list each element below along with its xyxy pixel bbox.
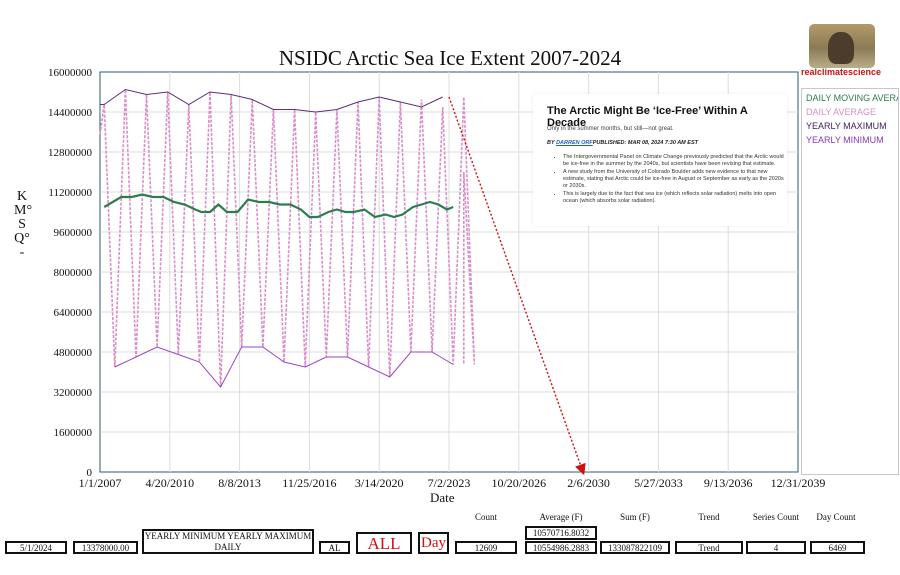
- x-tick-label: 3/14/2020: [355, 476, 404, 490]
- article-published: PUBLISHED: MAR 08, 2024 7:30 AM EST: [592, 140, 698, 146]
- yearly-maximum-line: [100, 88, 443, 113]
- dog-photo-icon: [828, 32, 854, 64]
- x-tick-label: 10/20/2026: [491, 476, 546, 490]
- average-value: 10554986.2883: [525, 541, 597, 554]
- legend-item-daily-average: DAILY AVERAGE: [806, 107, 877, 117]
- y-tick-label: 6400000: [54, 307, 93, 319]
- date-field[interactable]: 5/1/2024: [5, 541, 67, 554]
- y-axis-label: KM°SQ°-: [14, 189, 33, 260]
- article-bullet: A new study from the University of Color…: [563, 169, 787, 190]
- x-tick-label: 4/20/2010: [145, 476, 194, 490]
- y-tick-label: 4800000: [54, 347, 93, 359]
- sum-value: 133087822109: [600, 541, 670, 554]
- legend: DAILY MOVING AVERAGE DAILY AVERAGE YEARL…: [801, 88, 899, 475]
- average-top-value: 10570716.8032: [525, 526, 597, 540]
- series-count-header: Series Count: [752, 512, 800, 522]
- trend-header: Trend: [698, 512, 720, 522]
- series-layer: [99, 88, 586, 476]
- y-tick-label: 1600000: [54, 427, 93, 439]
- y-tick-label: 8000000: [54, 267, 93, 279]
- value-field[interactable]: 13378000.00: [73, 541, 138, 554]
- series-count-value: 4: [746, 541, 806, 554]
- moving-average-line: [103, 193, 454, 219]
- x-tick-label: 2/6/2030: [567, 476, 610, 490]
- x-tick-label: 9/13/2036: [704, 476, 753, 490]
- all-button[interactable]: ALL: [356, 532, 412, 554]
- article-bullet: The Intergovernmental Panel on Climate C…: [563, 154, 787, 168]
- x-tick-label: 12/31/2039: [771, 476, 826, 490]
- legend-item-moving-average: DAILY MOVING AVERAGE: [806, 93, 898, 103]
- article-author-link[interactable]: DARREN ORF: [556, 140, 593, 146]
- y-tick-label: 16000000: [48, 67, 93, 79]
- article-by: BY: [547, 140, 555, 146]
- legend-item-yearly-maximum: YEARLY MAXIMUM: [806, 121, 887, 131]
- y-tick-label: 11200000: [48, 187, 92, 199]
- x-tick-label: 8/8/2013: [218, 476, 261, 490]
- article-byline: BY DARREN ORFPUBLISHED: MAR 08, 2024 7:3…: [547, 140, 698, 146]
- legend-item-yearly-minimum: YEARLY MINIMUM: [806, 135, 884, 145]
- article-bullet: This is largely due to the fact that sea…: [563, 191, 787, 205]
- yearly-minimum-line: [114, 346, 454, 388]
- x-axis-label: Date: [430, 490, 455, 505]
- y-tick-label: 9600000: [54, 227, 93, 239]
- x-tick-label: 5/27/2033: [634, 476, 683, 490]
- brand-label: realclimatescience: [800, 67, 882, 77]
- x-tick-label: 1/1/2007: [79, 476, 122, 490]
- article-subtitle: Only in the summer months, but still—not…: [547, 126, 674, 132]
- axis-tick-labels: 0 1600000 3200000 4800000 6400000 8000000 9600…: [48, 67, 825, 490]
- article-card: The Arctic Might Be ‘Ice-Free’ Within A …: [533, 94, 787, 226]
- region-field[interactable]: AL: [319, 541, 350, 554]
- count-header: Count: [474, 512, 497, 522]
- day-count-header: Day Count: [816, 512, 856, 522]
- sum-header: Sum (F): [620, 512, 650, 522]
- day-count-value: 6469: [810, 541, 865, 554]
- trend-value[interactable]: Trend: [675, 541, 743, 554]
- article-title: The Arctic Might Be ‘Ice-Free’ Within A …: [547, 105, 748, 129]
- y-tick-label: 0: [87, 467, 93, 479]
- y-tick-label: 3200000: [54, 387, 93, 399]
- x-tick-label: 7/2/2023: [428, 476, 471, 490]
- count-value: 12609: [455, 541, 517, 554]
- y-tick-label: 14400000: [48, 107, 93, 119]
- day-button[interactable]: Day: [418, 532, 449, 554]
- x-tick-label: 11/25/2016: [282, 476, 336, 490]
- y-tick-label: 12800000: [48, 147, 93, 159]
- average-header: Average (F): [539, 512, 583, 522]
- chart-title: NSIDC Arctic Sea Ice Extent 2007-2024: [278, 46, 622, 70]
- series-selector[interactable]: YEARLY MINIMUM YEARLY MAXIMUM DAILY: [142, 529, 314, 554]
- article-bullets: The Intergovernmental Panel on Climate C…: [555, 154, 787, 206]
